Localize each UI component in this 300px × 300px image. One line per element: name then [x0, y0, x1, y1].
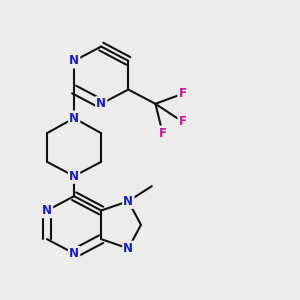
Text: N: N [123, 242, 133, 255]
Text: F: F [178, 115, 187, 128]
Text: N: N [123, 195, 133, 208]
Text: N: N [96, 97, 106, 110]
Text: N: N [69, 112, 79, 124]
Text: N: N [69, 247, 79, 260]
Text: N: N [69, 169, 79, 183]
Text: N: N [69, 54, 79, 68]
Text: F: F [159, 127, 167, 140]
Text: F: F [178, 87, 187, 100]
Text: N: N [42, 204, 52, 217]
